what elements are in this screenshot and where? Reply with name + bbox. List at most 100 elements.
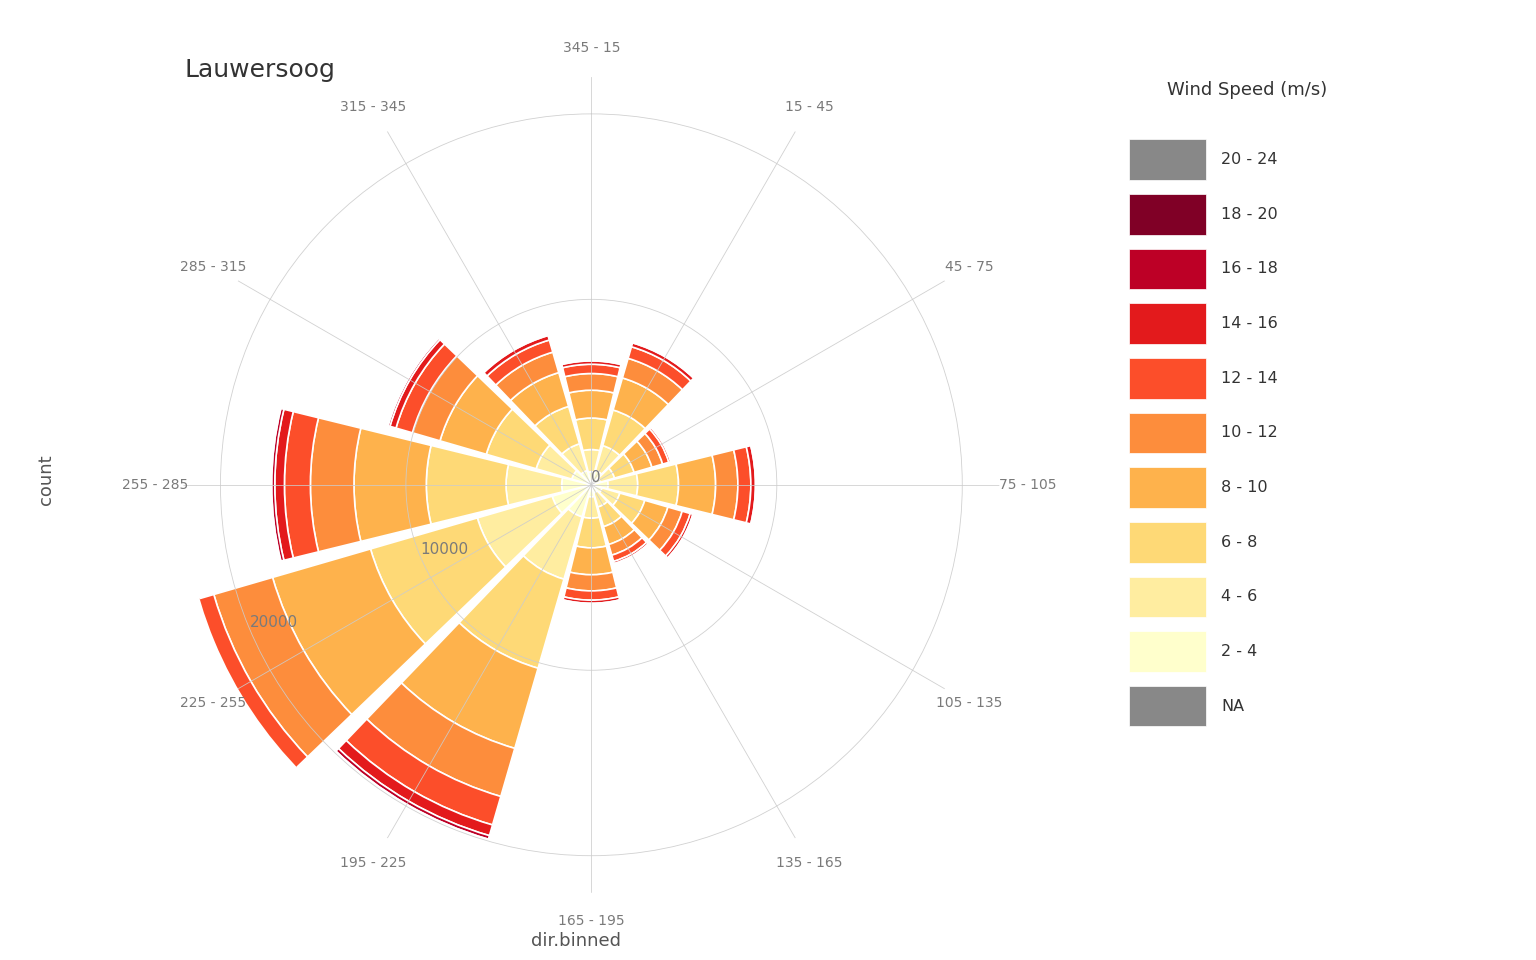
Text: NA: NA: [1221, 699, 1244, 714]
Bar: [478, 496, 562, 567]
Bar: [536, 445, 576, 479]
Bar: [353, 428, 432, 541]
Bar: [387, 338, 438, 425]
Bar: [562, 364, 621, 376]
Bar: [484, 336, 550, 376]
Bar: [613, 493, 645, 523]
Bar: [596, 445, 619, 474]
Text: dir.binned: dir.binned: [531, 932, 621, 950]
Bar: [636, 464, 679, 506]
Text: 6 - 8: 6 - 8: [1221, 535, 1258, 550]
Bar: [535, 406, 579, 454]
Bar: [622, 358, 682, 404]
Text: 18 - 20: 18 - 20: [1221, 206, 1278, 222]
FancyBboxPatch shape: [1129, 194, 1206, 234]
Bar: [335, 752, 488, 841]
Bar: [487, 340, 553, 385]
Bar: [584, 496, 599, 518]
Bar: [510, 372, 568, 426]
Bar: [335, 751, 488, 840]
Text: 4 - 6: 4 - 6: [1221, 589, 1258, 605]
Bar: [613, 542, 648, 564]
Bar: [598, 501, 622, 527]
Bar: [571, 470, 591, 485]
Text: 16 - 18: 16 - 18: [1221, 261, 1278, 276]
Bar: [628, 347, 691, 390]
Bar: [551, 485, 591, 513]
Bar: [598, 468, 614, 482]
Bar: [564, 588, 619, 600]
Bar: [591, 485, 598, 492]
Bar: [367, 683, 515, 797]
Bar: [562, 601, 621, 605]
Bar: [584, 449, 599, 472]
FancyBboxPatch shape: [1129, 577, 1206, 617]
Bar: [270, 408, 280, 562]
Bar: [591, 470, 602, 485]
Bar: [631, 343, 694, 381]
Text: 2 - 4: 2 - 4: [1221, 644, 1258, 660]
Bar: [608, 454, 634, 478]
Bar: [645, 429, 668, 464]
Bar: [439, 375, 513, 454]
Bar: [338, 740, 493, 835]
Bar: [633, 342, 694, 378]
Bar: [591, 481, 608, 489]
Text: 12 - 14: 12 - 14: [1221, 371, 1278, 386]
Bar: [648, 507, 682, 550]
Bar: [614, 544, 648, 564]
FancyBboxPatch shape: [1129, 249, 1206, 289]
Bar: [562, 359, 621, 363]
FancyBboxPatch shape: [1129, 413, 1206, 453]
Bar: [164, 605, 281, 792]
Bar: [751, 445, 757, 524]
Text: 10 - 12: 10 - 12: [1221, 425, 1278, 441]
Bar: [158, 611, 267, 797]
Bar: [614, 544, 648, 564]
Bar: [568, 390, 614, 420]
Bar: [651, 427, 671, 462]
Bar: [567, 572, 616, 591]
Bar: [611, 538, 647, 562]
Bar: [734, 446, 751, 523]
Bar: [659, 511, 690, 556]
Bar: [562, 360, 621, 364]
Bar: [389, 338, 439, 426]
Bar: [624, 442, 651, 472]
Bar: [604, 516, 634, 544]
FancyBboxPatch shape: [1129, 139, 1206, 180]
Bar: [270, 408, 280, 562]
Bar: [562, 360, 621, 365]
Bar: [746, 445, 756, 524]
FancyBboxPatch shape: [1129, 303, 1206, 344]
Bar: [594, 491, 607, 507]
Text: count: count: [37, 455, 55, 505]
Bar: [214, 577, 352, 756]
Bar: [676, 455, 716, 515]
Bar: [284, 412, 318, 558]
Bar: [668, 515, 694, 559]
Bar: [387, 338, 438, 425]
Bar: [158, 611, 266, 797]
Bar: [496, 352, 559, 400]
Bar: [650, 427, 671, 463]
Bar: [614, 544, 648, 564]
Bar: [482, 334, 547, 372]
Bar: [482, 333, 547, 372]
Bar: [753, 445, 757, 524]
Bar: [602, 410, 645, 455]
Bar: [482, 334, 548, 372]
Bar: [753, 445, 757, 524]
Bar: [588, 485, 594, 497]
Bar: [370, 517, 505, 644]
FancyBboxPatch shape: [1129, 632, 1206, 672]
Bar: [631, 500, 668, 540]
Bar: [160, 610, 267, 797]
Bar: [633, 341, 694, 377]
Bar: [270, 408, 281, 562]
Bar: [482, 333, 547, 372]
Bar: [651, 427, 671, 462]
Bar: [562, 361, 621, 368]
Bar: [633, 341, 696, 376]
Bar: [599, 488, 621, 505]
